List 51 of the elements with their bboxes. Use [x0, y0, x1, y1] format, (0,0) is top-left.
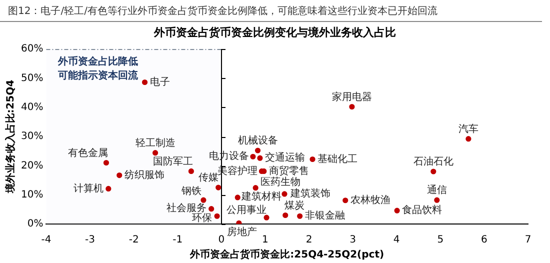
- chart-title: 图12：电子/轻工/有色等行业外币资金占货币资金比例降低，可能意味着这些行业资本已开始回流: [0, 0, 542, 22]
- annotation: 公用事业: [226, 204, 267, 216]
- annotation: 电子: [150, 76, 170, 88]
- x-tick-label: 2: [306, 234, 312, 246]
- x-tick-label: 6: [481, 234, 488, 246]
- x-tick-label: 3: [350, 234, 356, 246]
- x-axis-title: 外币资金占货币资金比:25Q4-25Q2(pct): [189, 248, 384, 261]
- x-tick-label: 1: [262, 234, 268, 246]
- y-tick-label: 0%: [27, 218, 44, 230]
- annotation: 纺织服饰: [124, 168, 164, 181]
- y-axis-title: 境外业务收入占比:25Q4: [4, 80, 17, 194]
- annotation: 社会服务: [166, 202, 206, 214]
- y-tick-label: 20%: [20, 160, 44, 172]
- annotation: 汽车: [458, 122, 478, 135]
- x-tick-label: -4: [41, 234, 52, 246]
- y-tick-label: 60%: [20, 44, 44, 55]
- annotation: 建筑材料: [240, 190, 282, 203]
- annotation: 轻工制造: [135, 136, 176, 149]
- annotation: 有色金属: [68, 146, 108, 159]
- annotation: 房地产: [226, 226, 257, 238]
- y-tick-label: 40%: [20, 102, 44, 113]
- annotation: 交通运输: [264, 152, 305, 164]
- annotation: 机械设备: [238, 134, 278, 147]
- annotation: 非银金融: [304, 210, 345, 222]
- annotation: 国防军工: [153, 155, 194, 168]
- annotation: 农林牧渔: [350, 194, 390, 206]
- x-tick-label: 7: [524, 234, 532, 246]
- band-label: 外币资金占比降低可能指示资本回流: [57, 56, 140, 82]
- annotation: 建筑装饰: [289, 188, 330, 200]
- annotation: 石油石化: [413, 156, 454, 168]
- annotation: 传媒: [198, 172, 218, 184]
- x-tick-label: 5: [437, 234, 444, 246]
- annotation: 医药生物: [260, 176, 301, 188]
- annotation: 商贸零售: [268, 164, 309, 177]
- y-tick-label: 50%: [20, 72, 44, 84]
- x-tick-label: -1: [172, 234, 183, 246]
- x-tick-label: 4: [393, 234, 400, 246]
- annotation: 环保: [192, 213, 212, 224]
- x-tick-label: -3: [85, 234, 96, 246]
- x-tick-label: -2: [128, 234, 139, 246]
- annotation: 家用电器: [332, 90, 372, 103]
- x-tick-label: 0: [218, 234, 225, 246]
- y-tick-label: 10%: [20, 189, 44, 200]
- annotation: 钢铁: [180, 185, 202, 198]
- chart-subtitle: 外币资金占货币资金比例变化与境外业务收入占比: [152, 25, 397, 40]
- annotation: 通信: [426, 184, 447, 196]
- annotation: 基础化工: [318, 152, 358, 165]
- annotation: 计算机: [73, 182, 104, 194]
- annotation: 食品饮料: [402, 204, 442, 216]
- annotation: 煤炭: [284, 199, 304, 212]
- y-tick-label: 30%: [20, 131, 44, 142]
